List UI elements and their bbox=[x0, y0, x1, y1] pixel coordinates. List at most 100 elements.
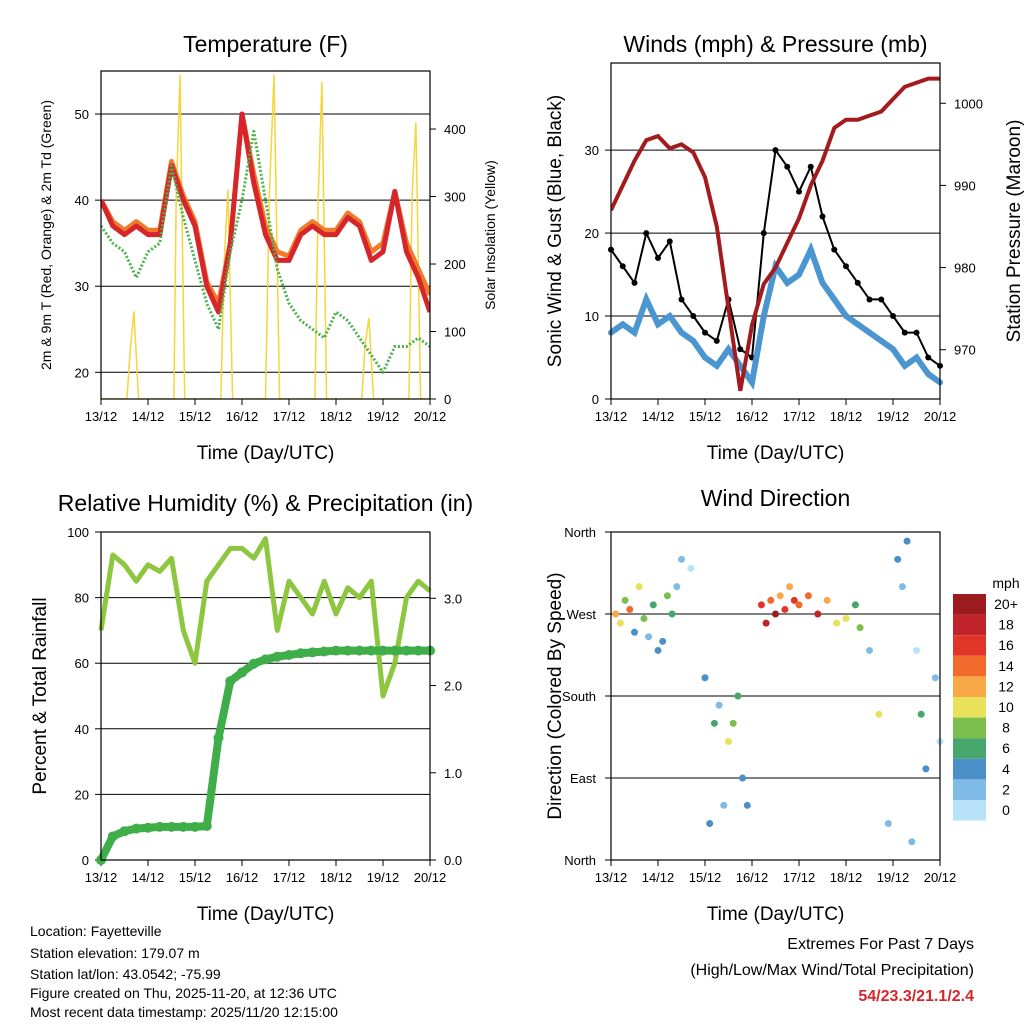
y-tick-label: 0 bbox=[82, 853, 89, 868]
wind-point bbox=[796, 271, 802, 278]
x-tick-label: 13/12 bbox=[595, 409, 628, 424]
y-tick-label: 20 bbox=[75, 365, 89, 380]
wind-point bbox=[890, 346, 896, 353]
y-tick-label: 20 bbox=[585, 226, 599, 241]
gust-point bbox=[866, 296, 873, 303]
wind-point bbox=[725, 346, 732, 353]
precipitation-point bbox=[166, 821, 177, 832]
precipitation-point bbox=[225, 676, 236, 687]
direction-point bbox=[790, 596, 798, 604]
wind-point bbox=[760, 313, 767, 320]
precipitation-point bbox=[248, 658, 259, 669]
y-axis-label: Direction (Colored By Speed) bbox=[545, 572, 566, 819]
x-tick-label: 19/12 bbox=[877, 870, 910, 885]
y2-tick-label: 980 bbox=[954, 261, 976, 276]
x-tick-label: 17/12 bbox=[273, 409, 306, 424]
precipitation-point bbox=[342, 645, 353, 656]
y-tick-label: 10 bbox=[585, 309, 599, 324]
gust-point bbox=[831, 246, 838, 253]
series-line-9m-t bbox=[101, 111, 430, 306]
direction-point bbox=[757, 601, 765, 609]
precipitation-point bbox=[143, 822, 153, 833]
y-axis-label: 2m & 9m T (Red, Orange) & 2m Td (Green) bbox=[38, 100, 54, 370]
y2-tick-label: 1.0 bbox=[444, 766, 462, 781]
created-text: Figure created on Thu, 2025-11-20, at 12… bbox=[30, 985, 337, 1001]
x-tick-label: 15/12 bbox=[689, 870, 722, 885]
plot-frame bbox=[100, 531, 431, 861]
y2-axis-label: Station Pressure (Maroon) bbox=[1004, 120, 1024, 343]
series-line-2m-td bbox=[101, 129, 430, 374]
wind-point bbox=[690, 337, 697, 344]
precipitation-point bbox=[107, 831, 118, 842]
chart-title: Wind Direction bbox=[701, 485, 851, 511]
pressure-line bbox=[611, 76, 940, 392]
direction-point bbox=[725, 738, 732, 746]
y-tick-label: 40 bbox=[75, 722, 89, 737]
wind-point bbox=[901, 362, 908, 369]
y-tick-label: 20 bbox=[75, 787, 89, 802]
colorbar-label: 14 bbox=[998, 658, 1014, 674]
direction-point bbox=[898, 583, 906, 591]
x-tick-label: 17/12 bbox=[783, 870, 816, 885]
wind-point bbox=[878, 337, 885, 344]
direction-point bbox=[762, 619, 770, 627]
x-tick-label: 16/12 bbox=[736, 870, 769, 885]
gust-point bbox=[772, 147, 779, 154]
gust-point bbox=[784, 163, 791, 170]
x-tick-label: 17/12 bbox=[783, 409, 816, 424]
gust-point bbox=[737, 346, 744, 353]
colorbar-swatch bbox=[953, 676, 986, 697]
wind-point bbox=[655, 321, 661, 328]
gust-point bbox=[690, 313, 697, 320]
y-tick-label: 30 bbox=[75, 279, 89, 294]
direction-point bbox=[739, 774, 747, 782]
wind-point bbox=[784, 279, 791, 286]
direction-point bbox=[715, 701, 723, 709]
wind-point bbox=[666, 313, 673, 320]
direction-point bbox=[767, 596, 775, 604]
precipitation-point bbox=[366, 645, 377, 656]
direction-point bbox=[913, 646, 920, 654]
direction-point bbox=[645, 633, 653, 641]
colorbar-swatch bbox=[953, 717, 986, 739]
direction-point bbox=[663, 592, 671, 600]
latlon-text: Station lat/lon: 43.0542; -75.99 bbox=[30, 966, 221, 982]
colorbar-swatch bbox=[953, 758, 986, 780]
direction-point bbox=[894, 555, 902, 563]
precipitation-point bbox=[378, 645, 388, 656]
y-tick-label: 80 bbox=[75, 591, 89, 606]
gust-point bbox=[713, 337, 720, 344]
colorbar-label: 8 bbox=[1002, 720, 1010, 736]
precipitation-point bbox=[401, 645, 412, 656]
y-tick-label: 30 bbox=[585, 143, 599, 158]
direction-point bbox=[626, 605, 634, 613]
wind-point bbox=[643, 296, 650, 303]
direction-point bbox=[668, 610, 676, 618]
x-axis-label: Time (Day/UTC) bbox=[197, 443, 335, 464]
y2-tick-label: 0.0 bbox=[444, 853, 462, 868]
y-tick-label: North bbox=[564, 525, 596, 540]
gust-point bbox=[890, 313, 896, 320]
colorbar-swatch bbox=[953, 800, 986, 821]
direction-point bbox=[772, 610, 779, 618]
direction-point bbox=[673, 583, 681, 591]
plot-frame bbox=[610, 62, 941, 400]
x-tick-label: 18/12 bbox=[830, 409, 863, 424]
x-tick-label: 15/12 bbox=[179, 870, 212, 885]
x-tick-label: 19/12 bbox=[367, 870, 400, 885]
wind-point bbox=[854, 321, 861, 328]
gust-point bbox=[678, 296, 685, 303]
wind-point bbox=[713, 362, 720, 369]
y2-tick-label: 3.0 bbox=[444, 591, 462, 606]
precipitation-point bbox=[201, 820, 212, 831]
x-tick-label: 16/12 bbox=[736, 409, 769, 424]
precipitation-point bbox=[319, 646, 330, 657]
x-tick-label: 20/12 bbox=[414, 409, 447, 424]
gust-point bbox=[807, 163, 814, 170]
direction-point bbox=[640, 615, 648, 623]
wind-point bbox=[831, 296, 838, 303]
wind-point bbox=[749, 379, 755, 386]
x-tick-label: 14/12 bbox=[132, 409, 165, 424]
gust-point bbox=[666, 238, 673, 245]
wind-point bbox=[678, 329, 685, 336]
